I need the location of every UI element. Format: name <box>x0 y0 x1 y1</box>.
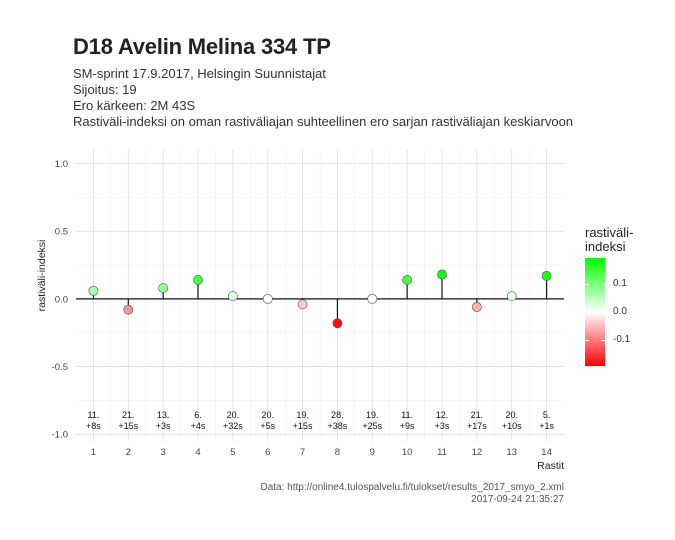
x-tick-label: 5 <box>230 447 235 458</box>
data-point <box>506 291 517 302</box>
legend-title-line-1: rastiväli- <box>585 225 634 240</box>
annotation-place: 20. <box>261 410 274 420</box>
legend-tick-mark-left <box>585 340 589 342</box>
annotation-place: 19. <box>296 410 309 420</box>
annotation-time: +17s <box>467 421 487 431</box>
data-source-note: Data: http://online4.tulospalvelu.fi/tul… <box>260 482 564 493</box>
x-tick-label: 11 <box>437 447 447 458</box>
data-point <box>262 293 273 304</box>
annotation-place: 20. <box>505 410 518 420</box>
annotation-time: +9s <box>400 421 415 431</box>
x-tick-label: 10 <box>402 447 413 458</box>
annotation-place: 21. <box>471 410 484 420</box>
legend-tick-mark-right <box>601 340 605 342</box>
y-tick-label: -0.5 <box>52 362 68 373</box>
annotation-place: 21. <box>122 410 135 420</box>
data-point <box>227 291 238 302</box>
legend-tick-label: -0.1 <box>613 334 631 346</box>
annotation-time: +15s <box>118 421 138 431</box>
legend-tick-mark-right <box>601 283 605 285</box>
annotation-time: +15s <box>293 421 313 431</box>
annotation-place: 28. <box>331 410 344 420</box>
x-tick-label: 2 <box>126 447 131 458</box>
data-point <box>88 285 99 296</box>
annotation-place: 5. <box>543 410 551 420</box>
y-tick-label: -1.0 <box>52 430 68 441</box>
legend-title: rastiväli- indeksi <box>585 226 633 254</box>
subtitle-line-3: Ero kärkeen: 2M 43S <box>73 98 196 113</box>
data-point <box>541 270 552 281</box>
annotation-time: +3s <box>435 421 450 431</box>
annotation-time: +1s <box>539 421 554 431</box>
x-tick-label: 3 <box>160 447 165 458</box>
data-point <box>193 275 203 285</box>
data-point <box>123 304 134 315</box>
annotation-time: +4s <box>191 421 206 431</box>
x-axis-label: Rastit <box>537 460 564 472</box>
x-tick-label: 6 <box>265 447 270 458</box>
y-tick-label: 0.0 <box>55 294 68 305</box>
data-point <box>332 318 343 329</box>
annotation-time: +32s <box>223 421 243 431</box>
legend-tick-label: 0.0 <box>613 306 627 317</box>
annotation-time: +5s <box>260 421 275 431</box>
subtitle-line-2: Sijoitus: 19 <box>73 82 137 97</box>
data-point <box>402 275 413 285</box>
x-tick-label: 9 <box>370 447 375 458</box>
y-tick-label: 1.0 <box>55 159 68 170</box>
x-tick-label: 4 <box>195 447 200 458</box>
chart-title: D18 Avelin Melina 334 TP <box>73 34 331 59</box>
annotation-time: +38s <box>328 421 348 431</box>
annotation-time: +3s <box>156 421 171 431</box>
legend-tick-mark-left <box>585 312 589 313</box>
y-tick-label: 0.5 <box>55 227 68 238</box>
annotation-place: 20. <box>227 410 240 420</box>
annotation-time: +10s <box>502 421 522 431</box>
legend-tick-mark-right <box>601 312 605 313</box>
annotation-time: +8s <box>86 421 101 431</box>
legend-tick-label: 0.1 <box>613 277 627 289</box>
x-tick-label: 8 <box>335 447 340 458</box>
legend-colorbar <box>585 258 605 366</box>
annotation-place: 19. <box>366 410 379 420</box>
legend-tick-mark-left <box>585 283 589 285</box>
legend-title-line-2: indeksi <box>585 239 626 254</box>
annotation-place: 12. <box>436 410 449 420</box>
timestamp: 2017-09-24 21:35:27 <box>471 494 564 505</box>
data-point <box>367 293 378 304</box>
annotation-place: 11. <box>88 410 100 420</box>
subtitle-line-4: Rastiväli-indeksi on oman rastiväliajan … <box>73 114 574 129</box>
x-tick-label: 13 <box>506 447 517 458</box>
subtitle-line-1: SM-sprint 17.9.2017, Helsingin Suunnista… <box>73 66 326 81</box>
x-tick-label: 14 <box>541 447 552 458</box>
annotation-place: 13. <box>157 410 170 420</box>
x-tick-label: 12 <box>472 447 483 458</box>
data-point <box>158 283 169 293</box>
annotation-place: 11. <box>401 410 413 420</box>
x-tick-label: 1 <box>91 447 96 458</box>
data-point <box>471 302 482 312</box>
data-point <box>297 299 308 310</box>
x-tick-label: 7 <box>300 447 305 458</box>
y-axis-label: rastiväli-indeksi <box>36 240 48 312</box>
annotation-time: +25s <box>362 421 382 431</box>
annotation-place: 6. <box>194 410 202 420</box>
data-point <box>437 269 447 280</box>
